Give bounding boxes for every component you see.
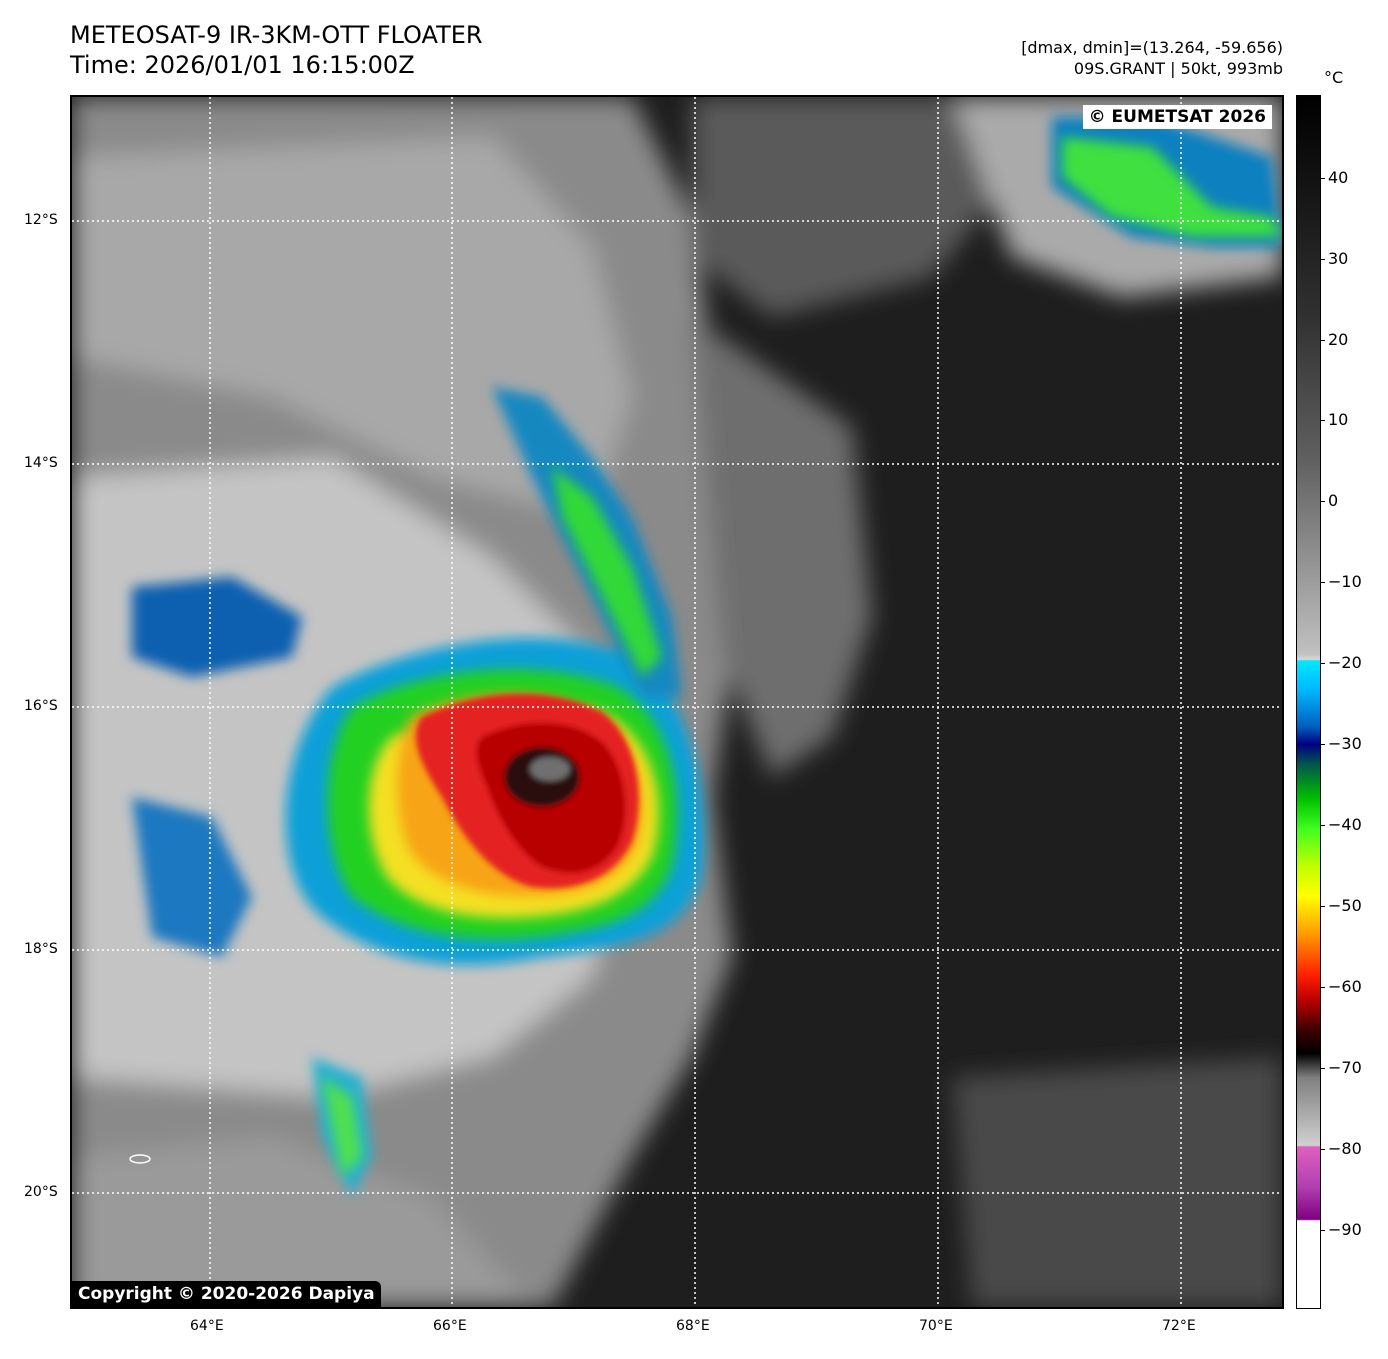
lon-label-68e: 68°E bbox=[676, 1318, 710, 1334]
colorbar-tick: −60 bbox=[1328, 977, 1362, 996]
colorbar-tick: −80 bbox=[1328, 1139, 1362, 1158]
chart-title: METEOSAT-9 IR-3KM-OTT FLOATER Time: 2026… bbox=[70, 20, 483, 80]
lon-label-66e: 66°E bbox=[433, 1318, 467, 1334]
colorbar bbox=[1296, 95, 1321, 1309]
storm-info: [dmax, dmin]=(13.264, -59.656) 09S.GRANT… bbox=[1021, 37, 1283, 79]
lon-label-70e: 70°E bbox=[919, 1318, 953, 1334]
colorbar-tick: 0 bbox=[1328, 491, 1339, 510]
colorbar-tick: −20 bbox=[1328, 653, 1362, 672]
lat-label-12s: 12°S bbox=[24, 212, 58, 228]
lon-label-64e: 64°E bbox=[190, 1318, 224, 1334]
lon-label-72e: 72°E bbox=[1162, 1318, 1196, 1334]
colorbar-unit: °C bbox=[1324, 68, 1344, 87]
eumetsat-credit: © EUMETSAT 2026 bbox=[1082, 105, 1272, 129]
title-line-1: METEOSAT-9 IR-3KM-OTT FLOATER bbox=[70, 21, 483, 49]
colorbar-tick: 20 bbox=[1328, 330, 1349, 349]
satellite-map: © EUMETSAT 2026 Copyright © 2020-2026 Da… bbox=[70, 95, 1284, 1309]
colorbar-tick: −40 bbox=[1328, 815, 1362, 834]
lat-label-16s: 16°S bbox=[24, 698, 58, 714]
lat-label-18s: 18°S bbox=[24, 941, 58, 957]
colorbar-tick: −90 bbox=[1328, 1220, 1362, 1239]
colorbar-tick: −30 bbox=[1328, 734, 1362, 753]
copyright-credit: Copyright © 2020-2026 Dapiya bbox=[72, 1281, 381, 1307]
dmax-dmin-text: [dmax, dmin]=(13.264, -59.656) bbox=[1021, 38, 1283, 57]
storm-intensity-text: 09S.GRANT | 50kt, 993mb bbox=[1073, 59, 1283, 78]
lat-label-20s: 20°S bbox=[24, 1184, 58, 1200]
title-line-2: Time: 2026/01/01 16:15:00Z bbox=[70, 51, 415, 79]
colorbar-tick: 30 bbox=[1328, 249, 1349, 268]
colorbar-tick: −70 bbox=[1328, 1058, 1362, 1077]
ir-imagery bbox=[72, 97, 1282, 1307]
island-outline bbox=[129, 1154, 151, 1164]
colorbar-tick: −10 bbox=[1328, 572, 1362, 591]
colorbar-tick: 40 bbox=[1328, 168, 1349, 187]
graticule bbox=[72, 97, 1282, 1307]
lat-label-14s: 14°S bbox=[24, 455, 58, 471]
colorbar-tick: −50 bbox=[1328, 896, 1362, 915]
colorbar-tick: 10 bbox=[1328, 410, 1349, 429]
